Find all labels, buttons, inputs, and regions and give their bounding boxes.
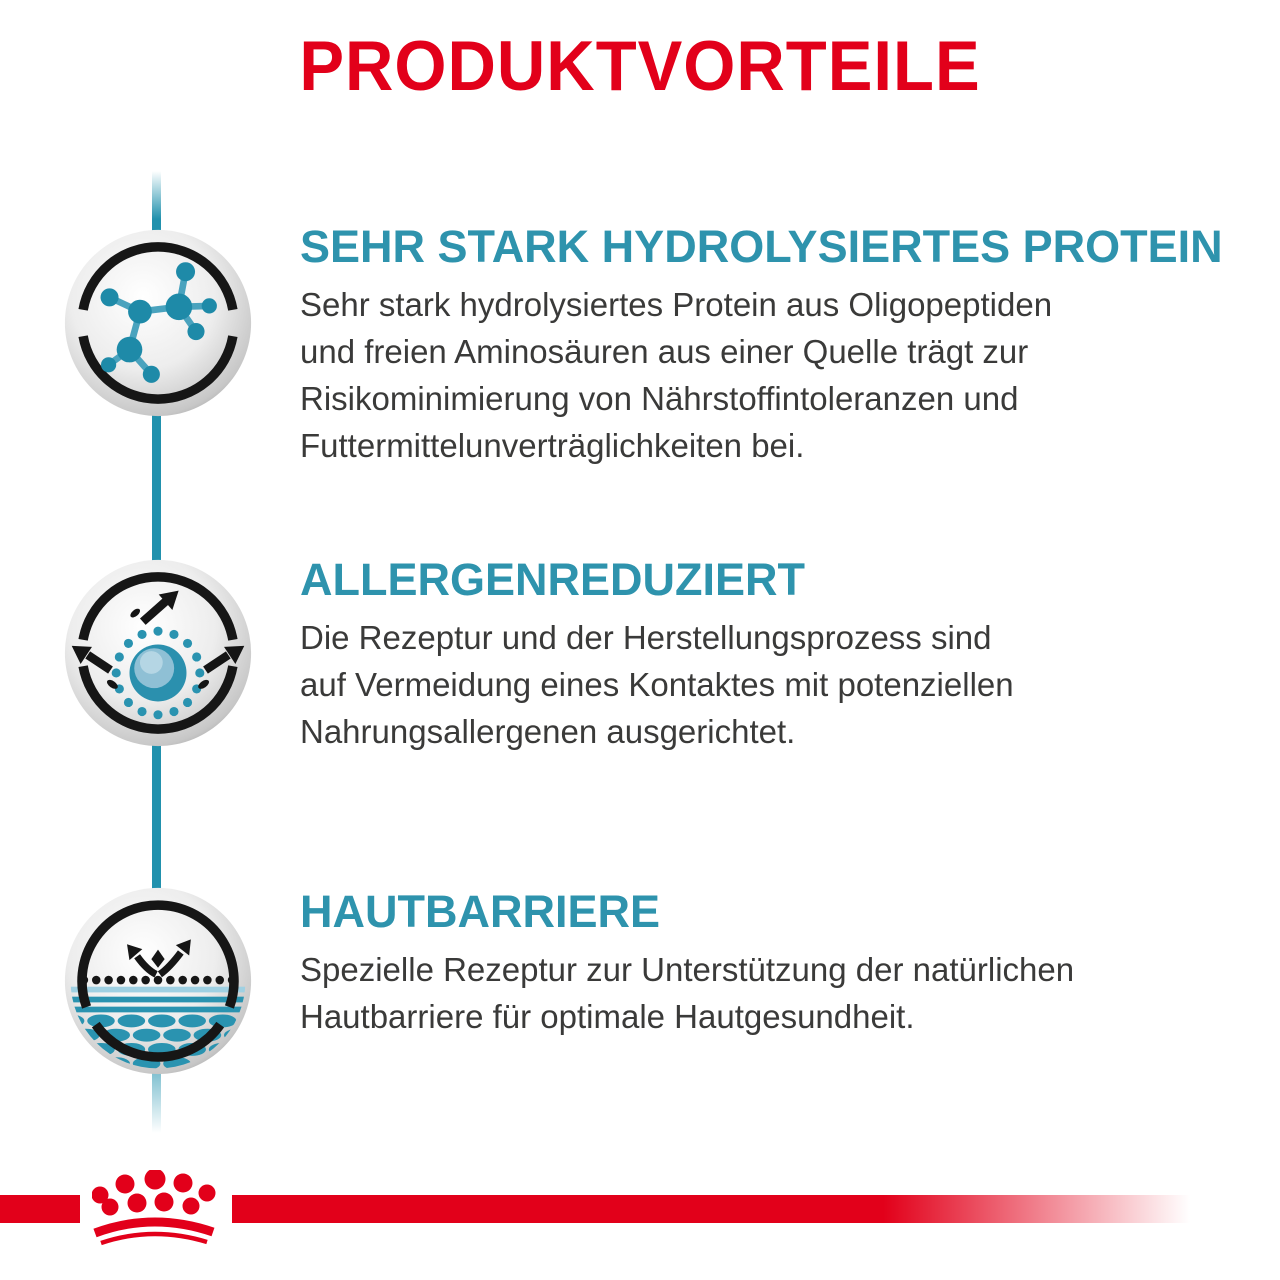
royal-canin-crown-icon <box>92 1170 222 1252</box>
skin-barrier-icon <box>63 886 253 1076</box>
molecule-icon <box>63 228 253 418</box>
benefit-heading: ALLERGENREDUZIERT <box>300 554 805 605</box>
benefit-section-protein: SEHR STARK HYDROLYSIERTES PROTEIN Sehr s… <box>300 222 1223 469</box>
benefit-section-allergen: ALLERGENREDUZIERT Die Rezeptur und der H… <box>300 555 1014 755</box>
benefit-body: Sehr stark hydrolysiertes Protein aus Ol… <box>300 286 1053 464</box>
footer-stripe-right <box>232 1195 1190 1223</box>
footer-stripe-left <box>0 1195 80 1223</box>
page-title: PRODUKTVORTEILE <box>299 27 981 106</box>
benefit-section-skin: HAUTBARRIERE Spezielle Rezeptur zur Unte… <box>300 887 1074 1040</box>
benefit-heading: SEHR STARK HYDROLYSIERTES PROTEIN <box>300 221 1223 272</box>
benefit-body: Die Rezeptur und der Herstellungsprozess… <box>300 619 1014 750</box>
benefit-heading: HAUTBARRIERE <box>300 886 660 937</box>
benefit-body: Spezielle Rezeptur zur Unterstützung der… <box>300 951 1075 1035</box>
allergen-dispersal-icon <box>63 558 253 748</box>
